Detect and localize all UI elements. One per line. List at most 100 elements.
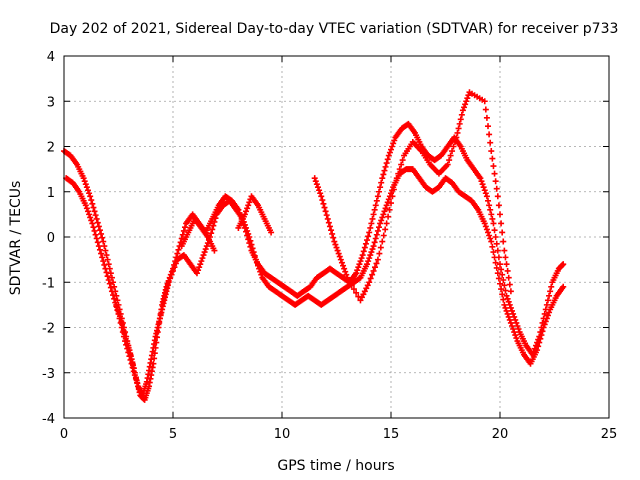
data-point xyxy=(499,229,506,236)
data-point xyxy=(382,205,389,212)
data-point xyxy=(463,98,470,105)
data-point xyxy=(168,271,175,278)
data-point xyxy=(320,200,327,207)
data-point xyxy=(102,265,109,272)
data-point xyxy=(491,254,498,261)
data-point xyxy=(386,206,393,213)
data-point xyxy=(94,219,101,226)
data-point xyxy=(342,268,349,275)
data-point xyxy=(257,268,264,275)
data-point xyxy=(510,326,517,333)
data-point xyxy=(244,227,251,234)
data-point xyxy=(374,256,381,263)
data-point xyxy=(336,253,343,260)
data-point xyxy=(80,175,87,182)
data-point xyxy=(321,204,328,211)
data-point xyxy=(134,379,141,386)
data-point xyxy=(202,246,209,253)
data-point xyxy=(181,224,188,231)
data-point xyxy=(91,208,98,215)
data-point xyxy=(361,288,368,295)
data-point xyxy=(546,309,553,316)
data-point xyxy=(478,178,485,185)
data-point xyxy=(318,193,325,200)
data-point xyxy=(338,259,345,266)
data-point xyxy=(193,270,200,277)
data-point xyxy=(501,247,508,254)
data-point xyxy=(103,252,110,259)
data-point xyxy=(252,256,259,263)
data-point xyxy=(105,276,112,283)
data-point xyxy=(482,223,489,230)
data-point xyxy=(486,131,493,138)
data-point xyxy=(380,211,387,218)
data-point xyxy=(495,275,502,282)
data-point xyxy=(313,181,320,188)
data-point xyxy=(102,247,109,254)
data-point xyxy=(357,258,364,265)
data-point xyxy=(454,129,461,136)
data-point xyxy=(540,324,547,331)
data-point xyxy=(196,264,203,271)
y-tick-label: -4 xyxy=(42,412,55,427)
data-point xyxy=(382,163,389,170)
data-point xyxy=(251,252,258,259)
data-point xyxy=(208,230,215,237)
data-point xyxy=(247,237,254,244)
data-point xyxy=(480,184,487,191)
data-point xyxy=(546,292,553,299)
data-point xyxy=(388,200,394,207)
data-point xyxy=(503,307,510,314)
data-point xyxy=(323,212,330,219)
data-point xyxy=(503,261,510,268)
data-point xyxy=(111,295,118,302)
data-point xyxy=(508,322,515,329)
data-point xyxy=(391,137,398,144)
data-point xyxy=(370,211,377,218)
data-point xyxy=(382,226,389,233)
data-point xyxy=(539,328,546,335)
data-point xyxy=(560,261,567,268)
data-point xyxy=(481,98,488,105)
data-point xyxy=(354,267,361,274)
data-point xyxy=(99,234,106,241)
data-point xyxy=(367,275,374,282)
data-point xyxy=(130,365,137,372)
x-tick-labels: 0 5 10 15 20 25 xyxy=(60,427,617,442)
data-point xyxy=(355,264,362,271)
data-point xyxy=(489,155,496,162)
data-point xyxy=(458,111,465,118)
data-point xyxy=(491,227,498,234)
data-point xyxy=(492,259,499,266)
data-point xyxy=(110,292,117,299)
data-point xyxy=(385,152,392,159)
data-point xyxy=(333,244,340,251)
data-point xyxy=(210,222,217,229)
data-point xyxy=(346,278,353,285)
data-point xyxy=(244,205,251,212)
data-point xyxy=(488,211,495,218)
data-point xyxy=(324,215,331,222)
data-point xyxy=(322,208,329,215)
data-point xyxy=(108,288,115,295)
data-point xyxy=(365,233,372,240)
data-point xyxy=(180,227,187,234)
data-point xyxy=(82,181,89,188)
data-point xyxy=(326,223,333,230)
data-point xyxy=(388,146,394,153)
data-point xyxy=(107,284,114,291)
data-point xyxy=(364,261,371,268)
data-point xyxy=(325,219,332,226)
data-point xyxy=(171,264,178,271)
data-point xyxy=(504,267,511,274)
data-point xyxy=(507,304,514,311)
x-tick-label: 10 xyxy=(274,427,291,442)
y-axis-label: SDTVAR / TECUs xyxy=(8,181,24,296)
series-track-b xyxy=(63,166,567,399)
data-point xyxy=(82,202,89,209)
data-point xyxy=(378,179,385,186)
data-point xyxy=(343,271,350,278)
data-point xyxy=(538,332,545,339)
data-point xyxy=(512,332,519,339)
data-point xyxy=(500,276,507,283)
